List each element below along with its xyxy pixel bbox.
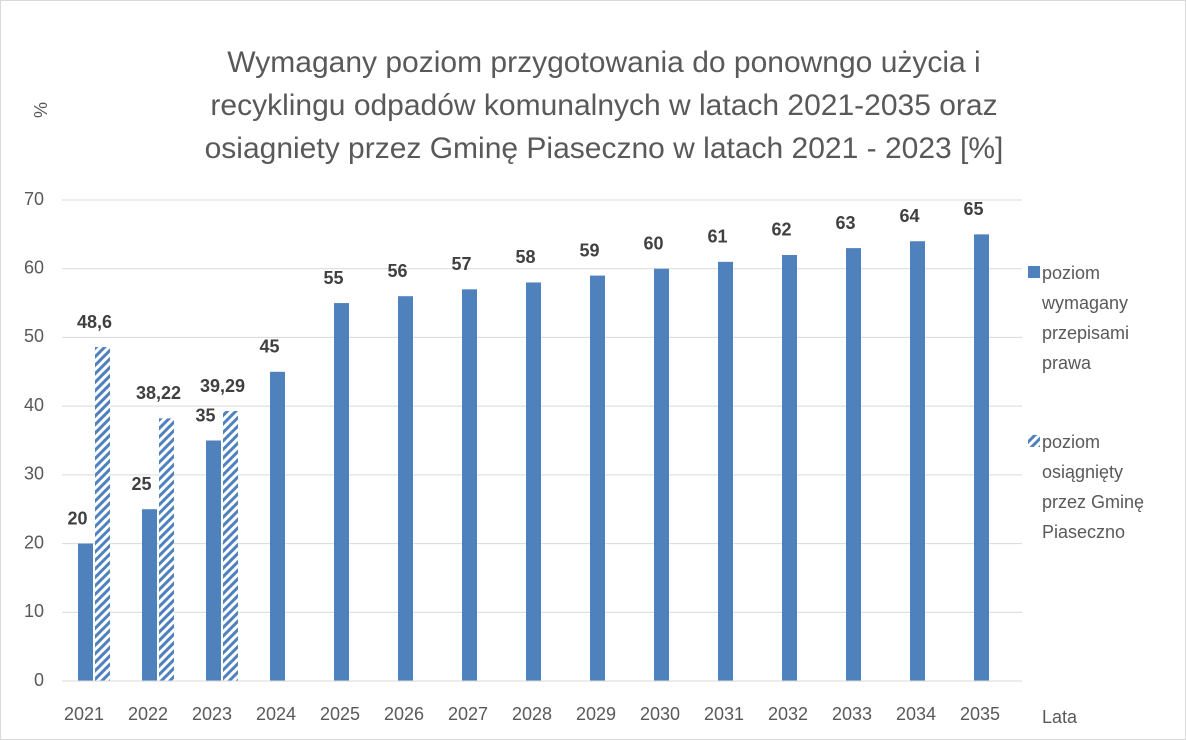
legend-swatch <box>1028 435 1040 447</box>
data-label: 38,22 <box>136 383 181 403</box>
x-tick-label: 2032 <box>768 704 808 724</box>
bar <box>270 371 285 681</box>
data-label: 39,29 <box>200 376 245 396</box>
x-tick-label: 2023 <box>192 704 232 724</box>
y-tick-label: 20 <box>24 532 44 552</box>
bar <box>78 543 93 681</box>
y-tick-label: 30 <box>24 464 44 484</box>
x-tick-label: 2025 <box>320 704 360 724</box>
x-tick-label: 2021 <box>64 704 104 724</box>
bar <box>95 347 110 681</box>
x-tick-label: 2027 <box>448 704 488 724</box>
legend-entry: poziom osiągnięty przez Gminę Piaseczno <box>1042 432 1145 542</box>
data-label: 55 <box>323 268 343 288</box>
x-tick-label: 2024 <box>256 704 296 724</box>
chart-title: Wymagany poziom przygotowania do ponowng… <box>227 46 980 79</box>
bar <box>223 411 238 681</box>
legend-label: poziom osiągnięty przez Gminę Piaseczno <box>1042 432 1145 542</box>
data-label: 65 <box>963 199 983 219</box>
x-tick-label: 2030 <box>640 704 680 724</box>
x-tick-label: 2022 <box>128 704 168 724</box>
x-tick-label: 2035 <box>960 704 1000 724</box>
data-label: 59 <box>579 240 599 260</box>
data-label: 35 <box>195 405 215 425</box>
legend-label: poziom wymagany przepisami prawa <box>1042 263 1130 373</box>
legend-entry: poziom wymagany przepisami prawa <box>1042 263 1130 373</box>
bar <box>334 303 349 681</box>
y-tick-label: 0 <box>34 670 44 690</box>
x-tick-label: 2034 <box>896 704 936 724</box>
data-label: 63 <box>835 213 855 233</box>
bar <box>910 241 925 681</box>
bar <box>398 296 413 681</box>
y-tick-label: 70 <box>24 189 44 209</box>
bar <box>206 440 221 681</box>
x-tick-label: 2031 <box>704 704 744 724</box>
data-label: 58 <box>515 247 535 267</box>
x-tick-label: 2028 <box>512 704 552 724</box>
legend-swatch <box>1028 266 1040 278</box>
chart-title: recyklingu odpadów komunalnych w latach … <box>210 89 997 122</box>
bar <box>462 289 477 681</box>
data-label: 57 <box>451 254 471 274</box>
bar <box>846 248 861 681</box>
data-label: 61 <box>707 227 727 247</box>
bar <box>718 261 733 681</box>
y-tick-label: 10 <box>24 601 44 621</box>
y-tick-label: 50 <box>24 326 44 346</box>
bar <box>654 268 669 681</box>
x-tick-label: 2029 <box>576 704 616 724</box>
y-tick-label: 60 <box>24 257 44 277</box>
data-label: 62 <box>771 220 791 240</box>
data-label: 45 <box>259 337 279 357</box>
x-tick-label: 2026 <box>384 704 424 724</box>
data-label: 25 <box>131 474 151 494</box>
bar <box>526 282 541 681</box>
x-tick-label: 2033 <box>832 704 872 724</box>
bar <box>159 418 174 681</box>
y-tick-label: 40 <box>24 395 44 415</box>
bar <box>590 275 605 681</box>
data-label: 64 <box>899 206 919 226</box>
data-label: 48,6 <box>77 312 112 332</box>
data-label: 20 <box>67 508 87 528</box>
bar <box>142 509 157 681</box>
data-label: 60 <box>643 233 663 253</box>
bar <box>974 234 989 681</box>
chart-title: osiagniety przez Gminę Piaseczno w latac… <box>205 132 1004 165</box>
x-axis-label: Lata <box>1042 707 1078 727</box>
y-axis-label: % <box>31 102 51 118</box>
data-label: 56 <box>387 261 407 281</box>
bar <box>782 254 797 681</box>
